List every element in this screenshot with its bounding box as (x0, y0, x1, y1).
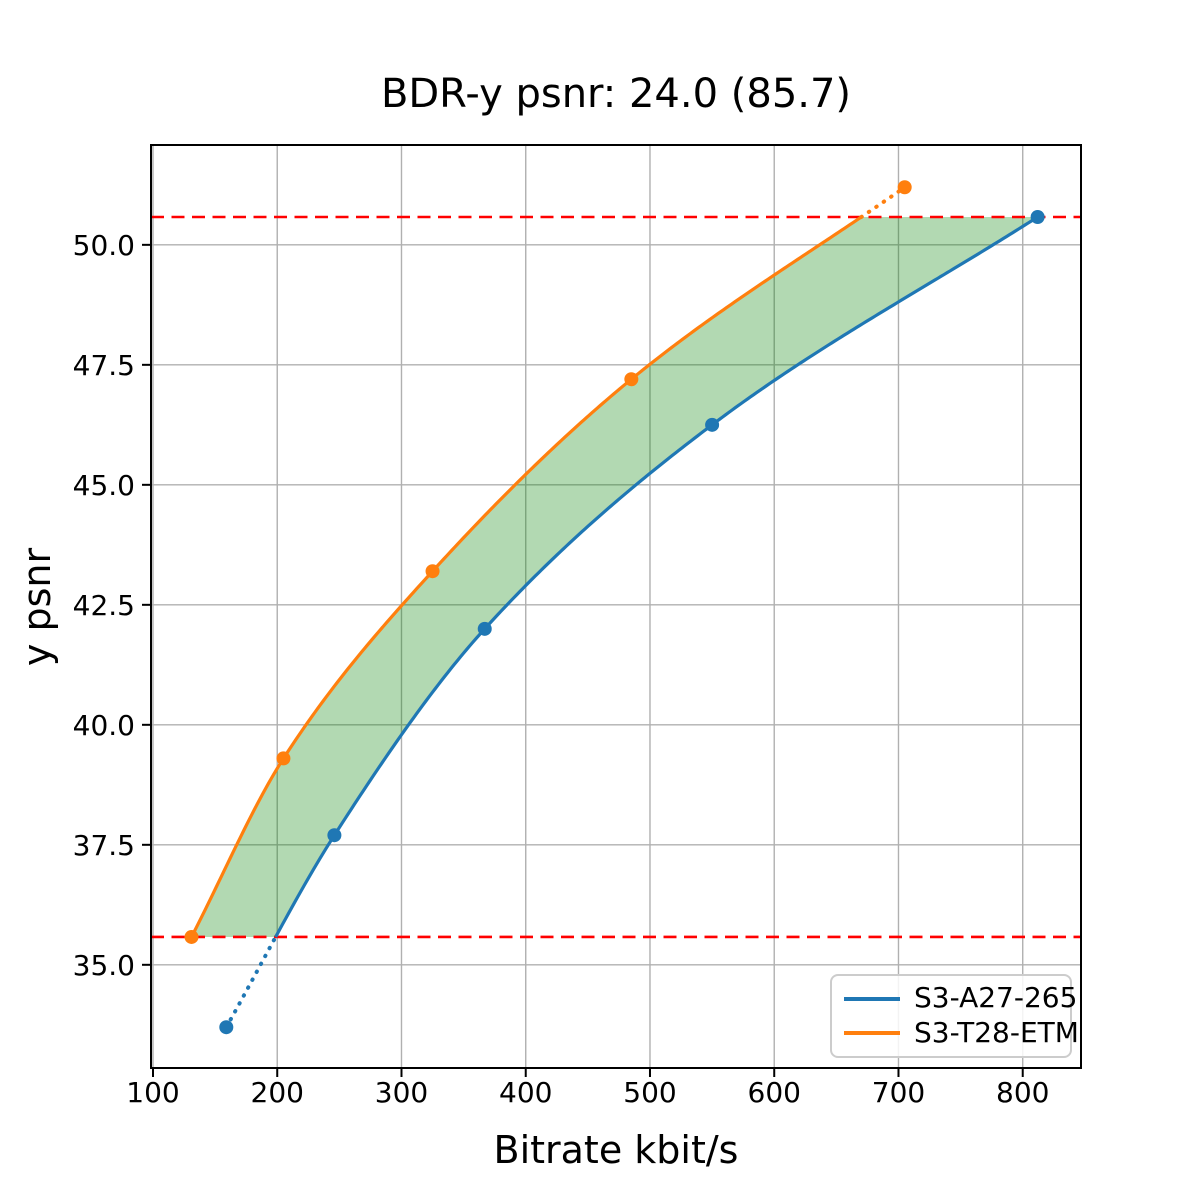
data-point (624, 372, 639, 387)
series-markers-S3-T28-ETM (184, 180, 912, 944)
y-axis-label: y psnr (15, 547, 59, 667)
series-markers-S3-A27-265 (219, 209, 1045, 1035)
data-point (705, 417, 720, 432)
series-line-S3-T28-ETM (190, 215, 863, 938)
data-point (276, 751, 291, 766)
data-point (477, 621, 492, 636)
series-line-dotted-S3-A27-265 (224, 934, 278, 1030)
x-tick-label: 400 (499, 1076, 552, 1109)
data-point (1030, 209, 1045, 224)
grid (151, 145, 1081, 1068)
legend-label: S3-T28-ETM (914, 1015, 1079, 1049)
x-tick-label: 800 (996, 1076, 1049, 1109)
x-tick-label: 700 (872, 1076, 925, 1109)
axes-spines (150, 144, 1082, 1069)
y-tick-label: 42.5 (73, 589, 135, 622)
y-tick-label: 47.5 (73, 349, 135, 382)
series-line-dotted-S3-T28-ETM (859, 185, 907, 219)
data-point (184, 929, 199, 944)
x-tick-label: 600 (748, 1076, 801, 1109)
y-tick-label: 37.5 (73, 829, 135, 862)
legend: S3-A27-265 S3-T28-ETM (830, 974, 1079, 1058)
x-tick-label: 500 (623, 1076, 676, 1109)
ticks (142, 243, 1024, 1077)
y-tick-label: 50.0 (73, 229, 135, 262)
x-tick-label: 100 (126, 1076, 179, 1109)
chart-title: BDR-y psnr: 24.0 (85.7) (380, 71, 852, 117)
data-point (327, 828, 342, 843)
data-point (425, 564, 440, 579)
data-point (897, 180, 912, 195)
legend-item: S3-T28-ETM (844, 1017, 1079, 1049)
x-tick-label: 200 (251, 1076, 304, 1109)
y-tick-label: 45.0 (73, 469, 135, 502)
y-tick-label: 35.0 (73, 949, 135, 982)
legend-item: S3-A27-265 (844, 983, 1077, 1014)
series-line-S3-A27-265 (274, 215, 1039, 938)
legend-label: S3-A27-265 (914, 981, 1078, 1015)
data-point (219, 1020, 234, 1035)
x-axis-label: Bitrate kbit/s (493, 1128, 739, 1172)
legend-line-sample-icon (844, 1031, 900, 1036)
legend-line-sample-icon (844, 996, 900, 1001)
bd-shaded-region (191, 217, 1038, 937)
tick-labels: 100 200 300 400 500 600 700 800 35.0 37.5 40.0 42.5… (73, 229, 1050, 1109)
x-tick-label: 300 (375, 1076, 428, 1109)
y-tick-label: 40.0 (73, 709, 135, 742)
